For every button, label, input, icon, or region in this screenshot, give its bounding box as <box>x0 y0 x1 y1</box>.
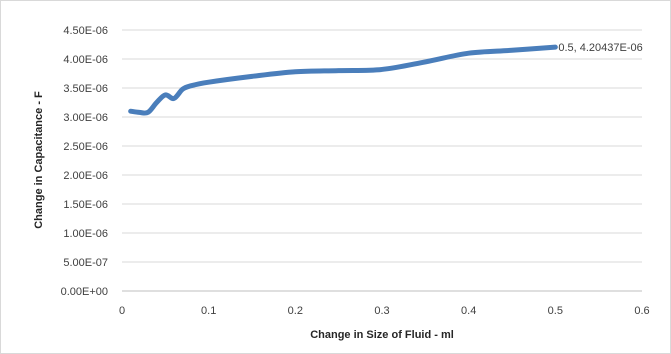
x-tick-label: 0.1 <box>201 305 216 317</box>
y-tick-label: 1.50E-06 <box>63 199 108 211</box>
y-axis-title: Change in Capacitance - F <box>33 91 45 229</box>
y-tick-label: 2.00E-06 <box>63 170 108 182</box>
x-tick-label: 0.4 <box>461 305 476 317</box>
x-tick-label: 0.6 <box>634 305 649 317</box>
x-axis-title: Change in Size of Fluid - ml <box>310 329 454 341</box>
y-tick-label: 2.50E-06 <box>63 141 108 153</box>
y-tick-label: 0.00E+00 <box>61 286 108 298</box>
y-tick-label: 3.50E-06 <box>63 83 108 95</box>
series-line <box>128 44 558 116</box>
x-tick-label: 0.2 <box>288 305 303 317</box>
x-tick-label: 0 <box>119 305 125 317</box>
y-tick-label: 3.00E-06 <box>63 112 108 124</box>
tick-labels: 0.00E+00 5.00E-07 1.00E-06 1.50E-06 2.00E-06… <box>61 25 650 317</box>
series-layer <box>128 44 558 116</box>
y-tick-label: 5.00E-07 <box>63 257 108 269</box>
data-label: 0.5, 4.20437E-06 <box>558 42 642 54</box>
x-tick-label: 0.5 <box>548 305 563 317</box>
y-tick-label: 1.00E-06 <box>63 228 108 240</box>
x-tick-label: 0.3 <box>374 305 389 317</box>
data-labels: 0.5, 4.20437E-06 <box>558 42 642 54</box>
y-tick-label: 4.00E-06 <box>63 54 108 66</box>
gridlines <box>122 29 642 292</box>
y-tick-label: 4.50E-06 <box>63 25 108 37</box>
